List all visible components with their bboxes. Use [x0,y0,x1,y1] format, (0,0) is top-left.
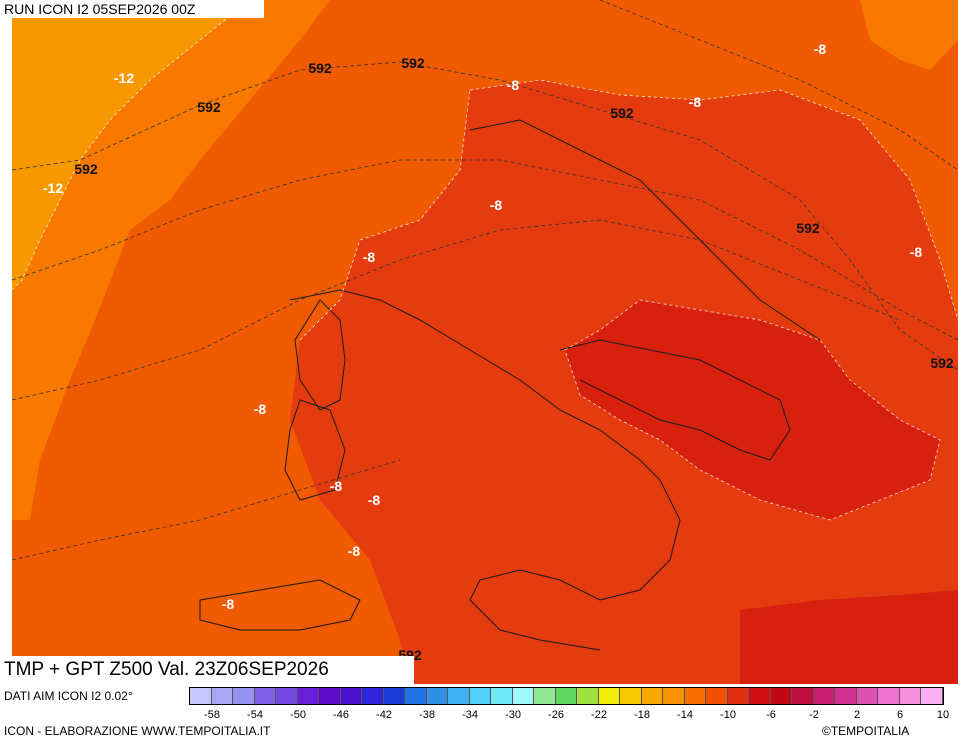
colorbar-swatch [491,688,513,704]
colorbar-tick-label: -6 [766,709,776,721]
colorbar-swatch [190,688,212,704]
isotherm-label: -8 [222,596,235,612]
isotherm-label: -8 [507,77,520,93]
colorbar-tick-label: -58 [204,709,220,721]
isotherm-label: -8 [368,492,381,508]
colorbar-swatch [663,688,685,704]
colorbar-swatch [813,688,835,704]
geopotential-label: 592 [930,355,954,371]
colorbar-swatch [555,688,577,704]
colorbar-swatch [641,688,663,704]
colorbar-swatch [792,688,814,704]
colorbar-tick-label: -30 [505,709,521,721]
colorbar-tick-label: -22 [591,709,607,721]
colorbar-swatch [383,688,405,704]
colorbar-swatch [405,688,427,704]
colorbar-swatch [727,688,749,704]
data-source-label: DATI AIM ICON I2 0.02° [4,689,133,703]
credit-label: ICON - ELABORAZIONE WWW.TEMPOITALIA.IT [4,724,271,738]
colorbar-swatch [276,688,298,704]
temp-zone-minus12 [12,0,250,290]
colorbar-tick-label: -26 [548,709,564,721]
colorbar-swatch [362,688,384,704]
isotherm-label: -8 [330,478,343,494]
colorbar-swatch [878,688,900,704]
colorbar-swatch [856,688,878,704]
colorbar-tick-label: -38 [419,709,435,721]
colorbar-tick-label: 10 [936,709,950,721]
colorbar-tick-label: -18 [634,709,650,721]
geopotential-label: 592 [74,161,98,177]
colorbar-swatch [770,688,792,704]
colorbar-swatch [426,688,448,704]
colorbar-swatch [297,688,319,704]
isotherm-label: -8 [490,197,503,213]
colorbar-swatch [684,688,706,704]
colorbar-tick-label: -10 [720,709,736,721]
colorbar-swatch [469,688,491,704]
isotherm-label: -12 [114,70,134,86]
coastlines [199,119,821,651]
colorbar-swatch [706,688,728,704]
colorbar-tick-label: -2 [809,709,819,721]
colorbar-swatch [534,688,556,704]
colorbar-swatch [319,688,341,704]
temp-zone-minus4-south [740,590,958,684]
isohypse-lines [11,0,959,561]
colorbar-swatch [448,688,470,704]
colorbar-swatch [233,688,255,704]
colorbar-tick-label: -42 [376,709,392,721]
isotherm-label: -8 [814,41,827,57]
colorbar-tick-labels: -58 -54 -50 -46 -42 -38 -34 -30 -26 -22 -18 -14 -10-… [0,709,968,723]
geopotential-label: 592 [610,105,634,121]
colorbar-tick-label: -14 [677,709,693,721]
colorbar-swatch [921,688,943,704]
geopotential-label: 592 [401,55,425,71]
isotherm-label: -8 [910,244,923,260]
colorbar-tick-label: -54 [247,709,263,721]
geopotential-label: 592 [197,99,221,115]
map-title: TMP + GPT Z500 Val. 23Z06SEP2026 [0,656,414,684]
colorbar-swatch [577,688,599,704]
colorbar-swatch [899,688,921,704]
temp-zone-minus10-east [860,0,958,70]
isotherm-label: -8 [689,94,702,110]
colorbar-tick-label: 6 [896,709,904,721]
isotherm-label: -8 [363,249,376,265]
colorbar-swatch [211,688,233,704]
isotherm-label: -8 [254,401,267,417]
isotherm-label: -12 [43,180,63,196]
isotherm-label: -8 [348,543,361,559]
brand-label: ©TEMPOITALIA [822,724,910,738]
isotherm-labels: -12 -12 -8 -8 -8 -8 -8 -8 -8 -8 -8 -8 -8 [43,41,923,612]
colorbar-swatch [598,688,620,704]
colorbar-tick-label: -34 [462,709,478,721]
isotherm-lines [11,0,959,521]
colorbar-swatch [340,688,362,704]
run-label: RUN ICON I2 05SEP2026 00Z [0,0,264,18]
colorbar-tick-label: -46 [333,709,349,721]
colorbar-swatch [254,688,276,704]
temp-zone-minus4 [565,300,940,520]
colorbar-swatch [749,688,771,704]
colorbar-tick-label: -50 [290,709,306,721]
geopotential-label: 592 [308,60,332,76]
colorbar-tick-label: 2 [853,709,861,721]
colorbar-swatch [835,688,857,704]
colorbar-swatch [512,688,534,704]
colorbar-swatch [620,688,642,704]
geopotential-label: 592 [796,220,820,236]
colorbar [189,687,944,705]
